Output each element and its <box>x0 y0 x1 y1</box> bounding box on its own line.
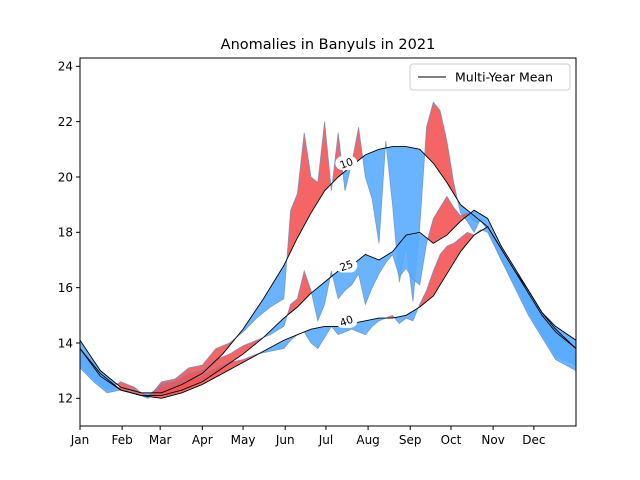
legend-entry-mean: Multi-Year Mean <box>455 70 553 85</box>
observed-line-25 <box>80 195 576 397</box>
mean-lines <box>80 146 576 399</box>
y-tick-label-24: 24 <box>58 60 73 74</box>
anomaly-band-25-below-6 <box>332 232 428 305</box>
x-tick-label-nov: Nov <box>481 433 504 447</box>
anomaly-band-10-below-4 <box>236 254 288 337</box>
depth-label-25: 25 <box>335 258 358 274</box>
anomaly-band-40-below-8 <box>332 318 386 335</box>
anomaly-band-40-above-11 <box>418 229 483 308</box>
anomaly-band-10-above-3 <box>152 336 237 393</box>
anomaly-band-40-below-12 <box>482 226 576 371</box>
observed-line-10 <box>80 101 576 399</box>
anomaly-band-25-above-7 <box>427 196 470 244</box>
depth-label-bg <box>335 156 358 171</box>
anomaly-band-10-above-13 <box>425 102 458 201</box>
x-tick-label-feb: Feb <box>112 433 133 447</box>
x-tick-label-dec: Dec <box>522 433 545 447</box>
chart-title: Anomalies in Banyuls in 2021 <box>221 37 436 53</box>
depth-label-bg <box>335 313 358 328</box>
x-tick-label-may: May <box>231 433 256 447</box>
depth-label-10: 10 <box>335 156 358 172</box>
series-25 <box>80 195 576 397</box>
depth-label-text: 40 <box>338 314 355 330</box>
x-tick-label-oct: Oct <box>441 433 462 447</box>
legend: Multi-Year Mean <box>409 63 571 91</box>
x-tick-label-jul: Jul <box>318 433 333 447</box>
series-40 <box>80 226 576 399</box>
depth-label-40: 40 <box>335 313 358 330</box>
depth-labels: 10 25 40 <box>335 156 358 330</box>
anomaly-band-10-above-9 <box>351 127 364 167</box>
anomaly-band-25-above-3 <box>287 271 312 316</box>
x-tick-label-apr: Apr <box>192 433 213 447</box>
anomaly-band-10-above-5 <box>287 121 332 259</box>
anomaly-band-40-below-0 <box>80 348 121 393</box>
x-axis: Jan Feb Mar Apr May Jun Jul Aug Sep Oct Nov Dec <box>70 426 545 447</box>
plot-area <box>80 101 576 399</box>
y-tick-label-12: 12 <box>58 392 73 406</box>
anomaly-band-25-below-4 <box>311 277 331 321</box>
y-tick-label-16: 16 <box>58 281 73 295</box>
x-tick-label-jan: Jan <box>70 433 90 447</box>
anomaly-band-10-below-0 <box>80 340 118 391</box>
y-tick-label-20: 20 <box>58 170 73 184</box>
legend-box <box>409 63 571 91</box>
y-tick-label-18: 18 <box>58 226 73 240</box>
x-tick-label-jun: Jun <box>275 433 295 447</box>
y-tick-label-22: 22 <box>58 115 73 129</box>
anomaly-band-10-above-7 <box>332 132 343 183</box>
depth-label-bg <box>335 258 358 273</box>
mean-line-40 <box>80 226 576 399</box>
anomaly-band-40-above-3 <box>149 353 261 399</box>
anomaly-band-40-below-4 <box>260 334 298 354</box>
depth-label-text: 25 <box>338 258 355 274</box>
y-tick-label-14: 14 <box>58 336 73 350</box>
anomaly-band-10-below-8 <box>342 165 352 191</box>
x-tick-label-mar: Mar <box>149 433 172 447</box>
plot-frame <box>79 57 577 427</box>
anomaly-band-10-below-14 <box>457 200 481 233</box>
y-axis: 12 14 16 18 20 22 24 <box>58 60 80 406</box>
x-tick-label-aug: Aug <box>356 433 379 447</box>
depth-label-text: 10 <box>338 156 355 172</box>
anomaly-band-10-below-10 <box>363 141 386 244</box>
x-tick-label-sep: Sep <box>399 433 422 447</box>
mean-line-25 <box>80 209 576 397</box>
